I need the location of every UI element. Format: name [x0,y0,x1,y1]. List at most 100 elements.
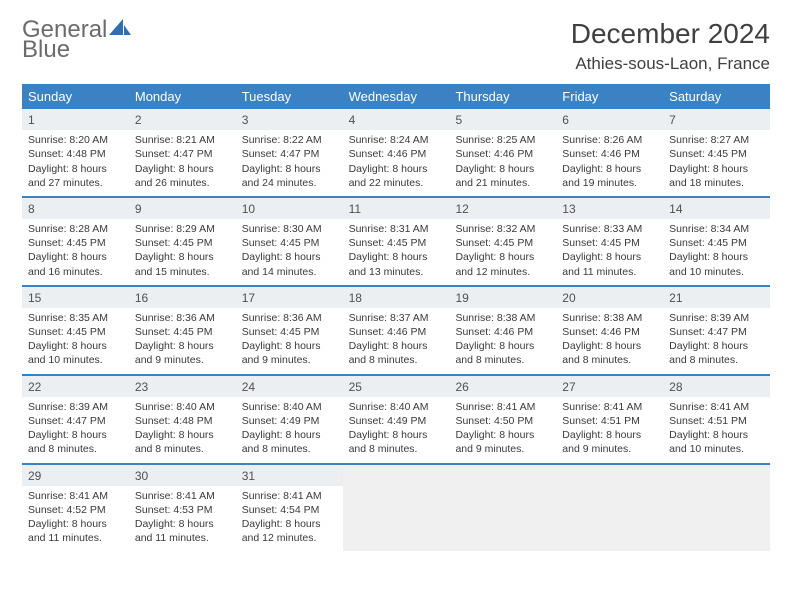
day-body: Sunrise: 8:21 AMSunset: 4:47 PMDaylight:… [129,130,236,196]
calendar: SundayMondayTuesdayWednesdayThursdayFrid… [22,84,770,551]
day-body: Sunrise: 8:20 AMSunset: 4:48 PMDaylight:… [22,130,129,196]
sunrise-text: Sunrise: 8:39 AM [28,400,123,414]
daylight-text: Daylight: 8 hours and 11 minutes. [562,250,657,278]
calendar-day: 15Sunrise: 8:35 AMSunset: 4:45 PMDayligh… [22,287,129,374]
day-body: Sunrise: 8:39 AMSunset: 4:47 PMDaylight:… [22,397,129,463]
day-body: Sunrise: 8:41 AMSunset: 4:53 PMDaylight:… [129,486,236,552]
calendar-day: 8Sunrise: 8:28 AMSunset: 4:45 PMDaylight… [22,198,129,285]
day-number: 21 [663,287,770,308]
sunrise-text: Sunrise: 8:40 AM [242,400,337,414]
sunset-text: Sunset: 4:45 PM [562,236,657,250]
daylight-text: Daylight: 8 hours and 10 minutes. [669,250,764,278]
day-number: 5 [449,109,556,130]
calendar-day: 30Sunrise: 8:41 AMSunset: 4:53 PMDayligh… [129,465,236,552]
calendar-day: 29Sunrise: 8:41 AMSunset: 4:52 PMDayligh… [22,465,129,552]
day-number: 12 [449,198,556,219]
calendar-day: 22Sunrise: 8:39 AMSunset: 4:47 PMDayligh… [22,376,129,463]
sunset-text: Sunset: 4:47 PM [28,414,123,428]
daylight-text: Daylight: 8 hours and 9 minutes. [455,428,550,456]
calendar-day: 11Sunrise: 8:31 AMSunset: 4:45 PMDayligh… [343,198,450,285]
day-number: 2 [129,109,236,130]
sunset-text: Sunset: 4:46 PM [349,325,444,339]
day-number: 1 [22,109,129,130]
sunrise-text: Sunrise: 8:25 AM [455,133,550,147]
calendar-day: 21Sunrise: 8:39 AMSunset: 4:47 PMDayligh… [663,287,770,374]
calendar-day: 6Sunrise: 8:26 AMSunset: 4:46 PMDaylight… [556,109,663,196]
sunrise-text: Sunrise: 8:41 AM [669,400,764,414]
sunrise-text: Sunrise: 8:29 AM [135,222,230,236]
daylight-text: Daylight: 8 hours and 11 minutes. [28,517,123,545]
day-number: 11 [343,198,450,219]
calendar-day: 25Sunrise: 8:40 AMSunset: 4:49 PMDayligh… [343,376,450,463]
day-body: Sunrise: 8:38 AMSunset: 4:46 PMDaylight:… [556,308,663,374]
sunset-text: Sunset: 4:45 PM [242,325,337,339]
day-body: Sunrise: 8:41 AMSunset: 4:51 PMDaylight:… [663,397,770,463]
daylight-text: Daylight: 8 hours and 8 minutes. [28,428,123,456]
day-body: Sunrise: 8:39 AMSunset: 4:47 PMDaylight:… [663,308,770,374]
sunrise-text: Sunrise: 8:40 AM [349,400,444,414]
day-body: Sunrise: 8:36 AMSunset: 4:45 PMDaylight:… [129,308,236,374]
daylight-text: Daylight: 8 hours and 8 minutes. [562,339,657,367]
day-number: 30 [129,465,236,486]
calendar-day: 13Sunrise: 8:33 AMSunset: 4:45 PMDayligh… [556,198,663,285]
calendar-day-empty [343,465,450,552]
day-body: Sunrise: 8:25 AMSunset: 4:46 PMDaylight:… [449,130,556,196]
daylight-text: Daylight: 8 hours and 26 minutes. [135,162,230,190]
sunrise-text: Sunrise: 8:41 AM [28,489,123,503]
day-number: 3 [236,109,343,130]
calendar-day-empty [556,465,663,552]
day-body: Sunrise: 8:41 AMSunset: 4:54 PMDaylight:… [236,486,343,552]
calendar-day: 24Sunrise: 8:40 AMSunset: 4:49 PMDayligh… [236,376,343,463]
sunset-text: Sunset: 4:46 PM [455,147,550,161]
sunrise-text: Sunrise: 8:34 AM [669,222,764,236]
day-number: 22 [22,376,129,397]
sunrise-text: Sunrise: 8:39 AM [669,311,764,325]
page-header: General Blue December 2024 Athies-sous-L… [22,18,770,74]
sunrise-text: Sunrise: 8:28 AM [28,222,123,236]
day-header-row: SundayMondayTuesdayWednesdayThursdayFrid… [22,84,770,109]
sunset-text: Sunset: 4:45 PM [669,147,764,161]
sunrise-text: Sunrise: 8:38 AM [562,311,657,325]
sunrise-text: Sunrise: 8:31 AM [349,222,444,236]
day-header-cell: Saturday [663,84,770,109]
day-number: 10 [236,198,343,219]
sunrise-text: Sunrise: 8:21 AM [135,133,230,147]
sunset-text: Sunset: 4:45 PM [28,236,123,250]
sunset-text: Sunset: 4:52 PM [28,503,123,517]
sunset-text: Sunset: 4:45 PM [455,236,550,250]
day-number: 15 [22,287,129,308]
calendar-day: 19Sunrise: 8:38 AMSunset: 4:46 PMDayligh… [449,287,556,374]
daylight-text: Daylight: 8 hours and 10 minutes. [669,428,764,456]
day-number: 23 [129,376,236,397]
calendar-week: 22Sunrise: 8:39 AMSunset: 4:47 PMDayligh… [22,374,770,463]
calendar-day-empty [663,465,770,552]
day-number: 20 [556,287,663,308]
day-body: Sunrise: 8:24 AMSunset: 4:46 PMDaylight:… [343,130,450,196]
calendar-day: 23Sunrise: 8:40 AMSunset: 4:48 PMDayligh… [129,376,236,463]
daylight-text: Daylight: 8 hours and 19 minutes. [562,162,657,190]
sunset-text: Sunset: 4:50 PM [455,414,550,428]
calendar-day: 3Sunrise: 8:22 AMSunset: 4:47 PMDaylight… [236,109,343,196]
sunrise-text: Sunrise: 8:38 AM [455,311,550,325]
day-number: 16 [129,287,236,308]
day-body: Sunrise: 8:29 AMSunset: 4:45 PMDaylight:… [129,219,236,285]
sunset-text: Sunset: 4:51 PM [562,414,657,428]
sunrise-text: Sunrise: 8:30 AM [242,222,337,236]
day-number: 7 [663,109,770,130]
sunrise-text: Sunrise: 8:35 AM [28,311,123,325]
sunrise-text: Sunrise: 8:36 AM [135,311,230,325]
calendar-day: 4Sunrise: 8:24 AMSunset: 4:46 PMDaylight… [343,109,450,196]
day-body: Sunrise: 8:37 AMSunset: 4:46 PMDaylight:… [343,308,450,374]
sunset-text: Sunset: 4:48 PM [135,414,230,428]
sunrise-text: Sunrise: 8:24 AM [349,133,444,147]
daylight-text: Daylight: 8 hours and 10 minutes. [28,339,123,367]
day-number: 26 [449,376,556,397]
sunrise-text: Sunrise: 8:32 AM [455,222,550,236]
sunrise-text: Sunrise: 8:41 AM [455,400,550,414]
calendar-day: 28Sunrise: 8:41 AMSunset: 4:51 PMDayligh… [663,376,770,463]
day-number: 13 [556,198,663,219]
sunset-text: Sunset: 4:46 PM [562,147,657,161]
sunrise-text: Sunrise: 8:36 AM [242,311,337,325]
calendar-weeks: 1Sunrise: 8:20 AMSunset: 4:48 PMDaylight… [22,109,770,551]
sunrise-text: Sunrise: 8:20 AM [28,133,123,147]
